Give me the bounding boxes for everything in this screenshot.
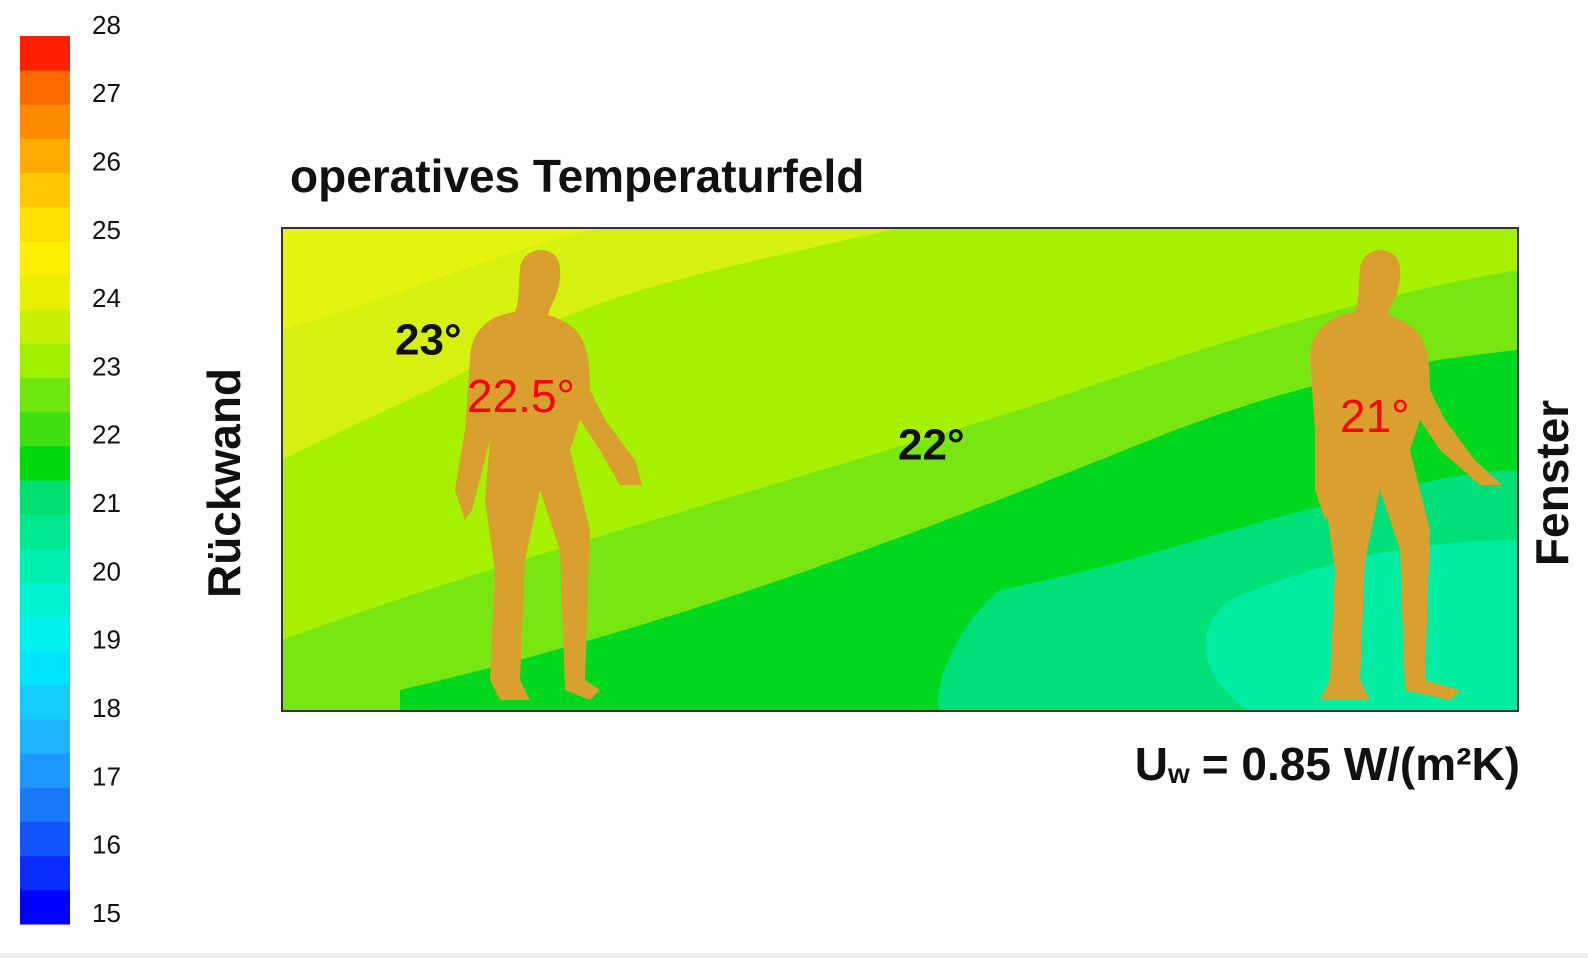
colorbar-band: [20, 411, 70, 447]
formula: Uw = 0.85 W/(m²K): [1135, 738, 1520, 790]
colorbar-band: [20, 753, 70, 788]
left-label: Rückwand: [198, 368, 250, 598]
person: [455, 250, 642, 700]
colorbar-band: [20, 138, 70, 174]
person-label: 21°: [1340, 390, 1410, 442]
colorbar-tick-label: 21: [92, 488, 121, 518]
colorbar-tick-label: 27: [92, 78, 121, 108]
colorbar-tick-label: 24: [92, 283, 121, 313]
colorbar-tick-label: 26: [92, 146, 121, 176]
colorbar-band: [20, 206, 70, 242]
colorbar-band: [20, 377, 70, 413]
colorbar-band: [20, 719, 70, 754]
colorbar-band: [20, 514, 70, 549]
colorbar-tick-label: 15: [92, 898, 121, 928]
colorbar: 28 27 26 25 24 23 22 21 20 19 18 17 16 15: [20, 10, 121, 928]
person: [1310, 250, 1502, 700]
colorbar-tick-label: 28: [92, 10, 121, 40]
annotation: 23°: [395, 316, 462, 365]
formula-subscript: w: [1167, 758, 1190, 789]
right-label: Fenster: [1526, 400, 1578, 566]
colorbar-band: [20, 650, 70, 686]
colorbar-tick-label: 18: [92, 693, 121, 723]
annotation: 22°: [898, 421, 965, 470]
colorbar-band: [20, 548, 70, 583]
colorbar-band: [20, 275, 70, 310]
colorbar-band: [20, 172, 70, 208]
colorbar-band: [20, 343, 70, 379]
colorbar-band: [20, 616, 70, 652]
colorbar-band: [20, 36, 70, 71]
colorbar-tick-label: 25: [92, 215, 121, 245]
colorbar-tick-label: 19: [92, 625, 121, 655]
colorbar-band: [20, 582, 70, 618]
colorbar-tick-label: 17: [92, 761, 121, 791]
colorbar-band: [20, 240, 70, 276]
formula-symbol: U: [1135, 738, 1168, 790]
formula-rest: = 0.85 W/(m²K): [1202, 738, 1520, 790]
colorbar-tick-label: 22: [92, 420, 121, 450]
person-label: 22.5°: [467, 370, 575, 422]
colorbar-band: [20, 855, 70, 891]
colorbar-band: [20, 309, 70, 344]
colorbar-band: [20, 480, 70, 515]
colorbar-band: [20, 787, 70, 823]
colorbar-band: [20, 889, 70, 925]
colorbar-band: [20, 104, 70, 139]
colorbar-band: [20, 70, 70, 105]
colorbar-tick-label: 20: [92, 556, 121, 586]
colorbar-band: [20, 684, 70, 720]
colorbar-tick-label: 23: [92, 351, 121, 381]
colorbar-tick-label: 16: [92, 830, 121, 860]
field-frame: [281, 227, 1519, 712]
colorbar-band: [20, 821, 70, 857]
title: operatives Temperaturfeld: [290, 150, 864, 202]
colorbar-band: [20, 445, 70, 481]
